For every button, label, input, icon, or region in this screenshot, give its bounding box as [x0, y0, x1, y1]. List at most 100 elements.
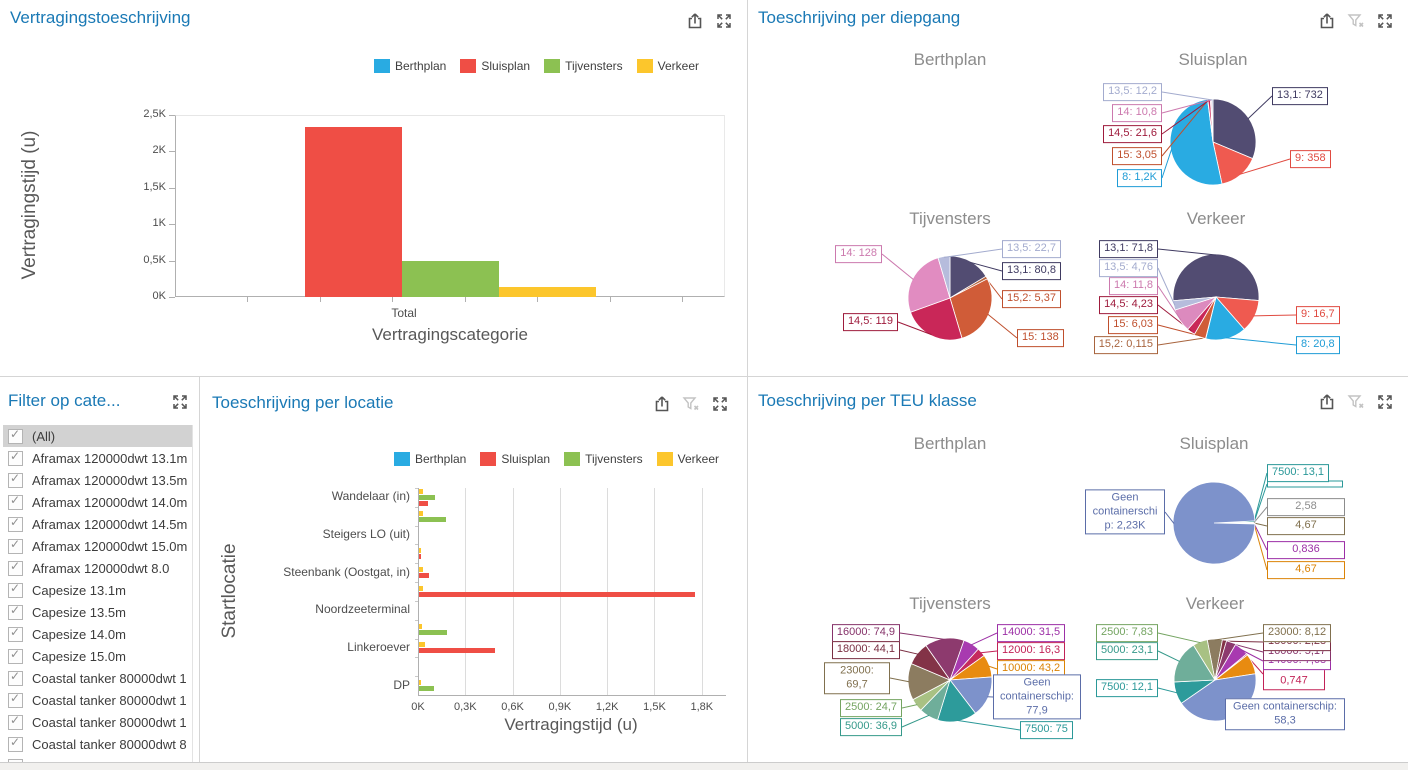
- pie-callout-label: 13,5: 22,7: [1002, 240, 1061, 258]
- pie-callout-label: 13,1: 732: [1272, 87, 1328, 105]
- panel-toolbar: [653, 395, 729, 413]
- checkbox[interactable]: ✓: [8, 537, 23, 554]
- filter-item[interactable]: ✓ Capesize 13.5m: [0, 601, 199, 623]
- filter-item-partial[interactable]: [0, 755, 199, 762]
- callout-line: [901, 704, 918, 709]
- pie-title-sluisplan: Sluisplan: [1179, 434, 1249, 453]
- export-icon[interactable]: [686, 12, 704, 30]
- filter-item[interactable]: ✓ Aframax 120000dwt 13.5m: [0, 469, 199, 491]
- pie-slice[interactable]: [1169, 98, 1223, 186]
- callout-line: [1164, 511, 1175, 524]
- checkbox[interactable]: [8, 758, 23, 762]
- bar-verkeer[interactable]: [419, 510, 423, 516]
- legend-item-sluisplan[interactable]: Sluisplan: [460, 59, 530, 73]
- filter-item[interactable]: ✓ Aframax 120000dwt 14.0m: [0, 491, 199, 513]
- bar-verkeer[interactable]: [419, 642, 426, 648]
- pie-slice[interactable]: [1172, 253, 1260, 302]
- checkbox[interactable]: ✓: [8, 647, 23, 664]
- filter-item[interactable]: ✓ Coastal tanker 80000dwt 1: [0, 689, 199, 711]
- filter-clear-icon[interactable]: [1347, 12, 1365, 30]
- legend-item-berthplan[interactable]: Berthplan: [393, 452, 466, 466]
- pie-slice[interactable]: [909, 297, 963, 341]
- legend-item-verkeer[interactable]: Verkeer: [656, 452, 719, 466]
- bar-sluisplan[interactable]: [304, 126, 402, 297]
- bar-verkeer[interactable]: [498, 286, 596, 297]
- checkbox[interactable]: ✓: [8, 581, 23, 598]
- expand-icon[interactable]: [1376, 393, 1394, 411]
- bar-verkeer[interactable]: [419, 586, 423, 591]
- pie-title-verkeer: Verkeer: [1185, 594, 1245, 613]
- pie-slice[interactable]: [1172, 481, 1256, 565]
- row-label: DP: [393, 677, 410, 692]
- bar-verkeer[interactable]: [419, 623, 423, 629]
- export-icon[interactable]: [653, 395, 671, 413]
- pie-slice[interactable]: [937, 255, 951, 299]
- filter-item[interactable]: ✓ Capesize 14.0m: [0, 623, 199, 645]
- panel-title: Filter op cate...: [8, 391, 121, 410]
- filter-item-label: Capesize 15.0m: [32, 648, 126, 664]
- bar-verkeer[interactable]: [419, 548, 421, 554]
- bar-tijvensters[interactable]: [401, 260, 499, 297]
- checkbox[interactable]: ✓: [8, 735, 23, 752]
- bar-tijvensters[interactable]: [419, 516, 446, 522]
- bar-tijvensters[interactable]: [419, 686, 434, 692]
- filter-item[interactable]: ✓ Coastal tanker 80000dwt 1: [0, 667, 199, 689]
- filter-item[interactable]: ✓ Aframax 120000dwt 13.1m: [0, 447, 199, 469]
- bar-sluisplan[interactable]: [419, 573, 430, 579]
- y-tick-mark: [169, 224, 175, 226]
- checkbox[interactable]: ✓: [8, 493, 23, 510]
- checkbox[interactable]: ✓: [8, 427, 23, 444]
- callout-line: [1253, 506, 1268, 523]
- filter-item[interactable]: ✓ Aframax 120000dwt 8.0: [0, 557, 199, 579]
- filter-scrollbar[interactable]: [192, 425, 193, 762]
- checkbox[interactable]: ✓: [8, 559, 23, 576]
- filter-clear-icon[interactable]: [1347, 393, 1365, 411]
- callout-line: [1253, 523, 1268, 551]
- filter-item[interactable]: ✓ Capesize 15.0m: [0, 645, 199, 667]
- y-axis-line: [418, 488, 419, 695]
- bar-verkeer[interactable]: [419, 680, 421, 686]
- horizontal-scrollbar[interactable]: [0, 762, 1408, 770]
- pie-slice[interactable]: [1192, 639, 1216, 681]
- expand-icon[interactable]: [171, 393, 189, 411]
- checkbox[interactable]: ✓: [8, 449, 23, 466]
- checkbox[interactable]: ✓: [8, 691, 23, 708]
- expand-icon[interactable]: [715, 12, 733, 30]
- pie-slice[interactable]: [1211, 98, 1214, 143]
- checkbox[interactable]: ✓: [8, 713, 23, 730]
- checkbox[interactable]: ✓: [8, 625, 23, 642]
- bar-sluisplan[interactable]: [419, 554, 421, 560]
- filter-clear-icon[interactable]: [682, 395, 700, 413]
- export-icon[interactable]: [1318, 12, 1336, 30]
- checkbox[interactable]: ✓: [8, 515, 23, 532]
- callout-line: [1157, 248, 1216, 256]
- bar-verkeer[interactable]: [419, 567, 423, 573]
- filter-item[interactable]: ✓ Aframax 120000dwt 14.5m: [0, 513, 199, 535]
- legend-item-tijvensters[interactable]: Tijvensters: [544, 59, 623, 73]
- legend-item-sluisplan[interactable]: Sluisplan: [480, 452, 550, 466]
- checkbox[interactable]: ✓: [8, 471, 23, 488]
- panel-title: Toeschrijving per TEU klasse: [758, 391, 977, 410]
- expand-icon[interactable]: [711, 395, 729, 413]
- legend-item-tijvensters[interactable]: Tijvensters: [564, 452, 643, 466]
- callout-line: [970, 261, 1003, 272]
- legend-item-berthplan[interactable]: Berthplan: [373, 59, 446, 73]
- filter-item[interactable]: ✓ Capesize 13.1m: [0, 579, 199, 601]
- filter-item[interactable]: ✓ Coastal tanker 80000dwt 1: [0, 711, 199, 733]
- bar-tijvensters[interactable]: [419, 629, 447, 635]
- callout-line: [1157, 285, 1182, 321]
- bar-tijvensters[interactable]: [419, 494, 435, 500]
- checkbox[interactable]: ✓: [8, 603, 23, 620]
- filter-item[interactable]: ✓ Aframax 120000dwt 15.0m: [0, 535, 199, 557]
- bar-sluisplan[interactable]: [419, 648, 495, 654]
- filter-item[interactable]: ✓ (All): [0, 425, 199, 447]
- checkbox[interactable]: ✓: [8, 669, 23, 686]
- filter-item[interactable]: ✓ Coastal tanker 80000dwt 8: [0, 733, 199, 755]
- bar-sluisplan[interactable]: [419, 592, 695, 597]
- export-icon[interactable]: [1318, 393, 1336, 411]
- legend-item-verkeer[interactable]: Verkeer: [636, 59, 699, 73]
- expand-icon[interactable]: [1376, 12, 1394, 30]
- pie-callout-label: 16000: 74,9: [831, 624, 900, 642]
- bar-verkeer[interactable]: [419, 488, 423, 494]
- bar-sluisplan[interactable]: [419, 500, 428, 506]
